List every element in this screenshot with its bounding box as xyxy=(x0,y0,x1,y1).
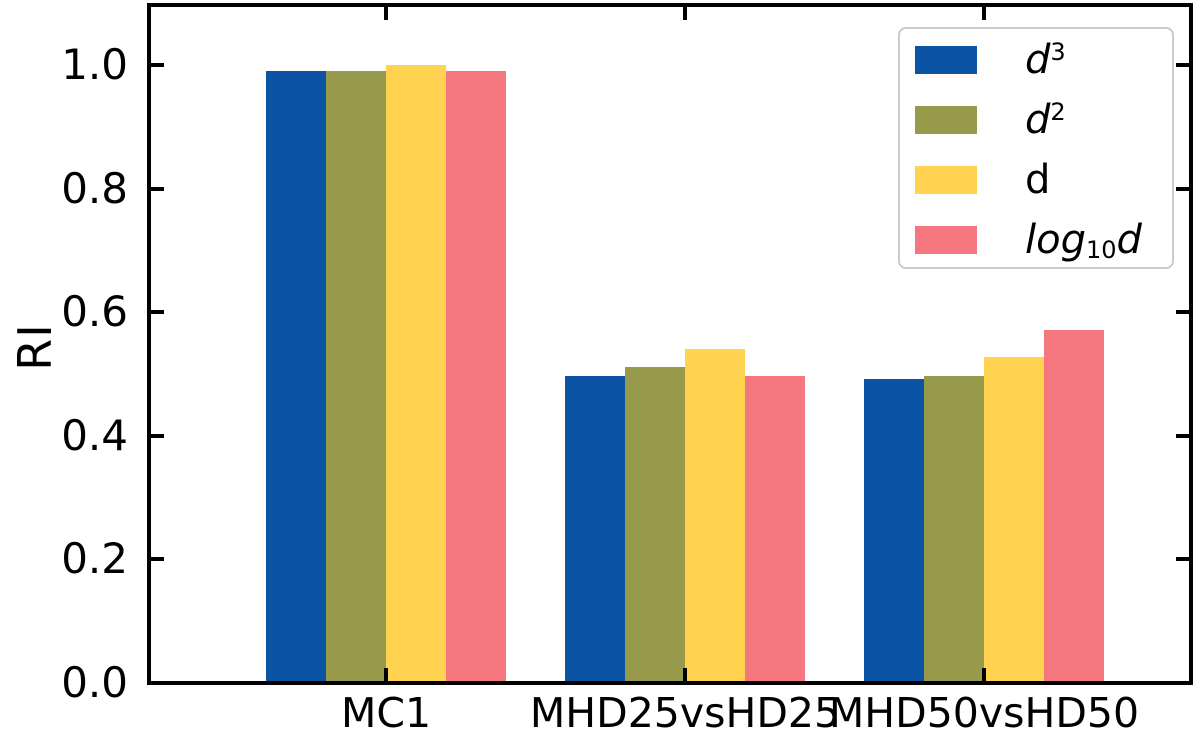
y-tick-right-1.0 xyxy=(1176,63,1189,67)
y-tick-left-0.0 xyxy=(151,681,164,685)
x-tick-top-MHD50vsHD50 xyxy=(982,7,986,20)
legend-label-log10 d: log10d xyxy=(1025,217,1142,265)
y-tick-left-0.8 xyxy=(151,186,164,191)
legend: d3 d2 d log10d xyxy=(898,27,1174,269)
bar-MHD25vsHD25-d xyxy=(685,349,745,681)
y-tick-label-0.8: 0.8 xyxy=(61,163,128,213)
bar-MC1-log10 d xyxy=(446,71,506,681)
legend-label-d^2: d2 xyxy=(1025,97,1066,143)
bar-MHD25vsHD25-d^2 xyxy=(625,367,685,681)
bar-MHD50vsHD50-log10 d xyxy=(1044,330,1104,681)
y-tick-label-1.0: 1.0 xyxy=(61,40,128,89)
x-tick-label-MHD50vsHD50: MHD50vsHD50 xyxy=(828,689,1140,734)
x-tick-top-MC1 xyxy=(384,7,388,20)
legend-item-log10 d: log10d xyxy=(900,210,1172,270)
y-tick-left-1.0 xyxy=(151,63,164,67)
y-tick-label-0.6: 0.6 xyxy=(61,287,128,337)
y-tick-right-0.8 xyxy=(1176,186,1189,191)
y-tick-right-0.0 xyxy=(1176,681,1189,685)
legend-label-d^3: d3 xyxy=(1025,37,1066,83)
x-tick-bottom-MC1 xyxy=(384,668,388,681)
bar-MHD50vsHD50-d^2 xyxy=(924,376,984,681)
y-tick-label-0.0: 0.0 xyxy=(61,658,128,707)
bar-MC1-d^2 xyxy=(326,71,386,681)
x-tick-top-MHD25vsHD25 xyxy=(683,7,687,20)
bar-MC1-d xyxy=(386,65,446,681)
x-tick-label-MC1: MC1 xyxy=(340,689,432,734)
legend-item-d: d xyxy=(900,150,1172,210)
y-tick-left-0.6 xyxy=(151,310,164,315)
x-tick-label-MHD25vsHD25: MHD25vsHD25 xyxy=(529,689,841,734)
y-tick-label-0.2: 0.2 xyxy=(61,534,128,584)
y-tick-right-0.2 xyxy=(1176,557,1189,562)
bar-MHD25vsHD25-d^3 xyxy=(565,376,625,681)
legend-label-d: d xyxy=(1025,157,1051,203)
y-tick-label-0.4: 0.4 xyxy=(61,410,128,460)
bar-MHD50vsHD50-d^3 xyxy=(864,379,924,681)
legend-swatch-log10 d xyxy=(915,226,977,254)
bar-MHD50vsHD50-d xyxy=(984,357,1044,681)
bar-MHD25vsHD25-log10 d xyxy=(745,376,805,681)
legend-swatch-d^3 xyxy=(915,46,977,74)
legend-item-d^3: d3 xyxy=(900,30,1172,90)
y-tick-right-0.4 xyxy=(1176,433,1189,438)
legend-swatch-d xyxy=(915,166,977,194)
y-tick-right-0.6 xyxy=(1176,310,1189,315)
legend-item-d^2: d2 xyxy=(900,90,1172,150)
y-tick-left-0.4 xyxy=(151,433,164,438)
x-tick-bottom-MHD25vsHD25 xyxy=(683,668,687,681)
bar-MC1-d^3 xyxy=(266,71,326,681)
legend-swatch-d^2 xyxy=(915,106,977,134)
plot-area xyxy=(147,3,1193,685)
x-tick-bottom-MHD50vsHD50 xyxy=(982,668,986,681)
y-tick-left-0.2 xyxy=(151,557,164,562)
